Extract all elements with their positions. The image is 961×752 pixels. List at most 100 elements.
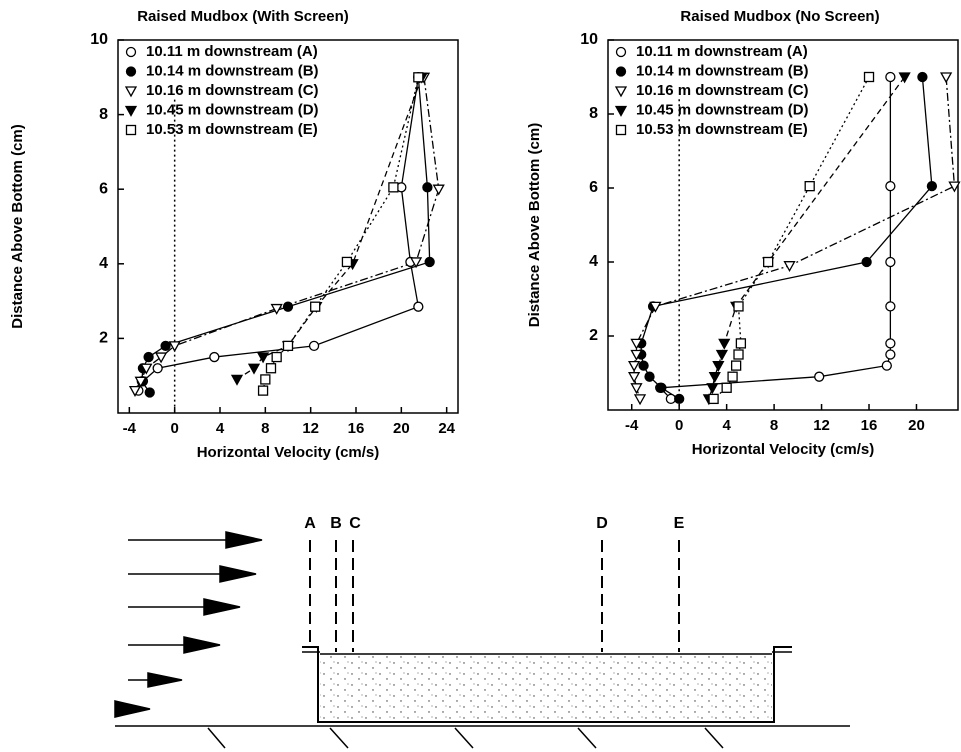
legend-label: 10.53 m downstream (E)	[146, 121, 318, 138]
point	[282, 340, 294, 352]
legend-marker	[614, 105, 628, 117]
legend-marker	[125, 124, 137, 136]
x-tick-label: 24	[438, 420, 455, 437]
legend-marker	[615, 124, 627, 136]
station-label: D	[596, 515, 608, 532]
y-axis-label: Distance Above Bottom (cm)	[526, 123, 543, 327]
point	[422, 182, 433, 193]
x-tick-label: 4	[722, 417, 731, 434]
point	[763, 256, 774, 268]
station-lines	[309, 540, 680, 652]
point	[630, 349, 643, 361]
y-axis-label: Distance Above Bottom (cm)	[9, 124, 26, 328]
sediment	[320, 654, 772, 720]
point	[144, 387, 155, 398]
point	[432, 184, 445, 196]
station-label: A	[304, 515, 316, 532]
point	[409, 257, 423, 269]
point	[260, 374, 271, 385]
y-tick-label: 10	[580, 31, 598, 48]
point	[706, 383, 719, 395]
mudbox-wall	[302, 646, 792, 723]
x-tick-label: 12	[302, 420, 319, 437]
y-tick-label: 6	[99, 180, 108, 197]
legend-marker	[124, 105, 138, 117]
series-line	[713, 76, 870, 400]
legend-marker	[615, 66, 627, 77]
point	[134, 376, 147, 388]
y-tick-label: 8	[589, 105, 598, 122]
y-tick-label: 8	[99, 106, 108, 123]
floor-hatch	[207, 727, 724, 749]
point	[948, 181, 961, 193]
y-tick-label: 6	[589, 179, 598, 196]
point	[627, 360, 641, 372]
point	[308, 340, 320, 352]
y-tick-label: 2	[589, 327, 598, 344]
point	[733, 349, 744, 360]
point	[341, 256, 353, 268]
point	[230, 374, 244, 386]
x-tick-label: -4	[123, 420, 137, 437]
point	[209, 351, 220, 363]
x-axis-label: Horizontal Velocity (cm/s)	[692, 441, 875, 458]
point	[630, 338, 643, 350]
point	[256, 352, 270, 364]
point	[721, 382, 732, 393]
point	[898, 72, 911, 84]
point	[881, 360, 892, 371]
legend-marker	[125, 66, 137, 77]
x-tick-label: 0	[675, 417, 683, 434]
flume-diagram	[114, 531, 850, 749]
x-tick-label: 4	[216, 420, 225, 437]
x-tick-label: 20	[393, 420, 410, 437]
series-line	[640, 76, 933, 400]
x-tick-label: 8	[770, 417, 778, 434]
station-label: E	[674, 515, 685, 532]
chart-title: Raised Mudbox (With Screen)	[137, 8, 349, 25]
point	[656, 382, 667, 393]
point	[413, 72, 424, 83]
point	[718, 338, 731, 350]
legend-label: 10.45 m downstream (D)	[146, 101, 319, 118]
point	[630, 383, 643, 395]
chart: Raised Mudbox (No Screen) 2 4 6 8 10 -4 0 4 8 12 16…	[526, 8, 961, 458]
point	[861, 256, 872, 268]
y-tick-label: 2	[99, 330, 108, 347]
legend-marker	[124, 86, 138, 98]
point	[644, 371, 655, 382]
x-axis-label: Horizontal Velocity (cm/s)	[197, 444, 380, 461]
series-line	[658, 77, 892, 400]
point	[814, 371, 825, 382]
x-tick-label: 16	[861, 417, 878, 434]
point	[168, 341, 181, 353]
point	[388, 182, 399, 193]
point	[863, 71, 875, 83]
point	[265, 363, 277, 374]
series-line	[633, 76, 956, 400]
point	[638, 360, 649, 371]
legend-label: 10.16 m downstream (C)	[146, 82, 319, 99]
point	[257, 385, 269, 396]
point	[247, 363, 261, 375]
point	[885, 71, 896, 83]
flow-arrows	[114, 531, 263, 718]
point	[712, 360, 725, 372]
point	[674, 393, 685, 405]
point	[730, 360, 742, 371]
point	[940, 72, 953, 84]
point	[733, 301, 744, 312]
y-tick-label: 4	[589, 253, 598, 270]
point	[270, 303, 283, 315]
station-labels: A B C D E	[304, 515, 684, 532]
point	[160, 340, 171, 352]
point	[152, 363, 163, 374]
point	[885, 180, 896, 192]
point	[917, 71, 928, 83]
legend-label: 10.14 m downstream (B)	[636, 62, 809, 79]
point	[128, 385, 142, 397]
legend-marker	[614, 86, 628, 98]
point	[926, 180, 938, 192]
point	[735, 338, 747, 349]
